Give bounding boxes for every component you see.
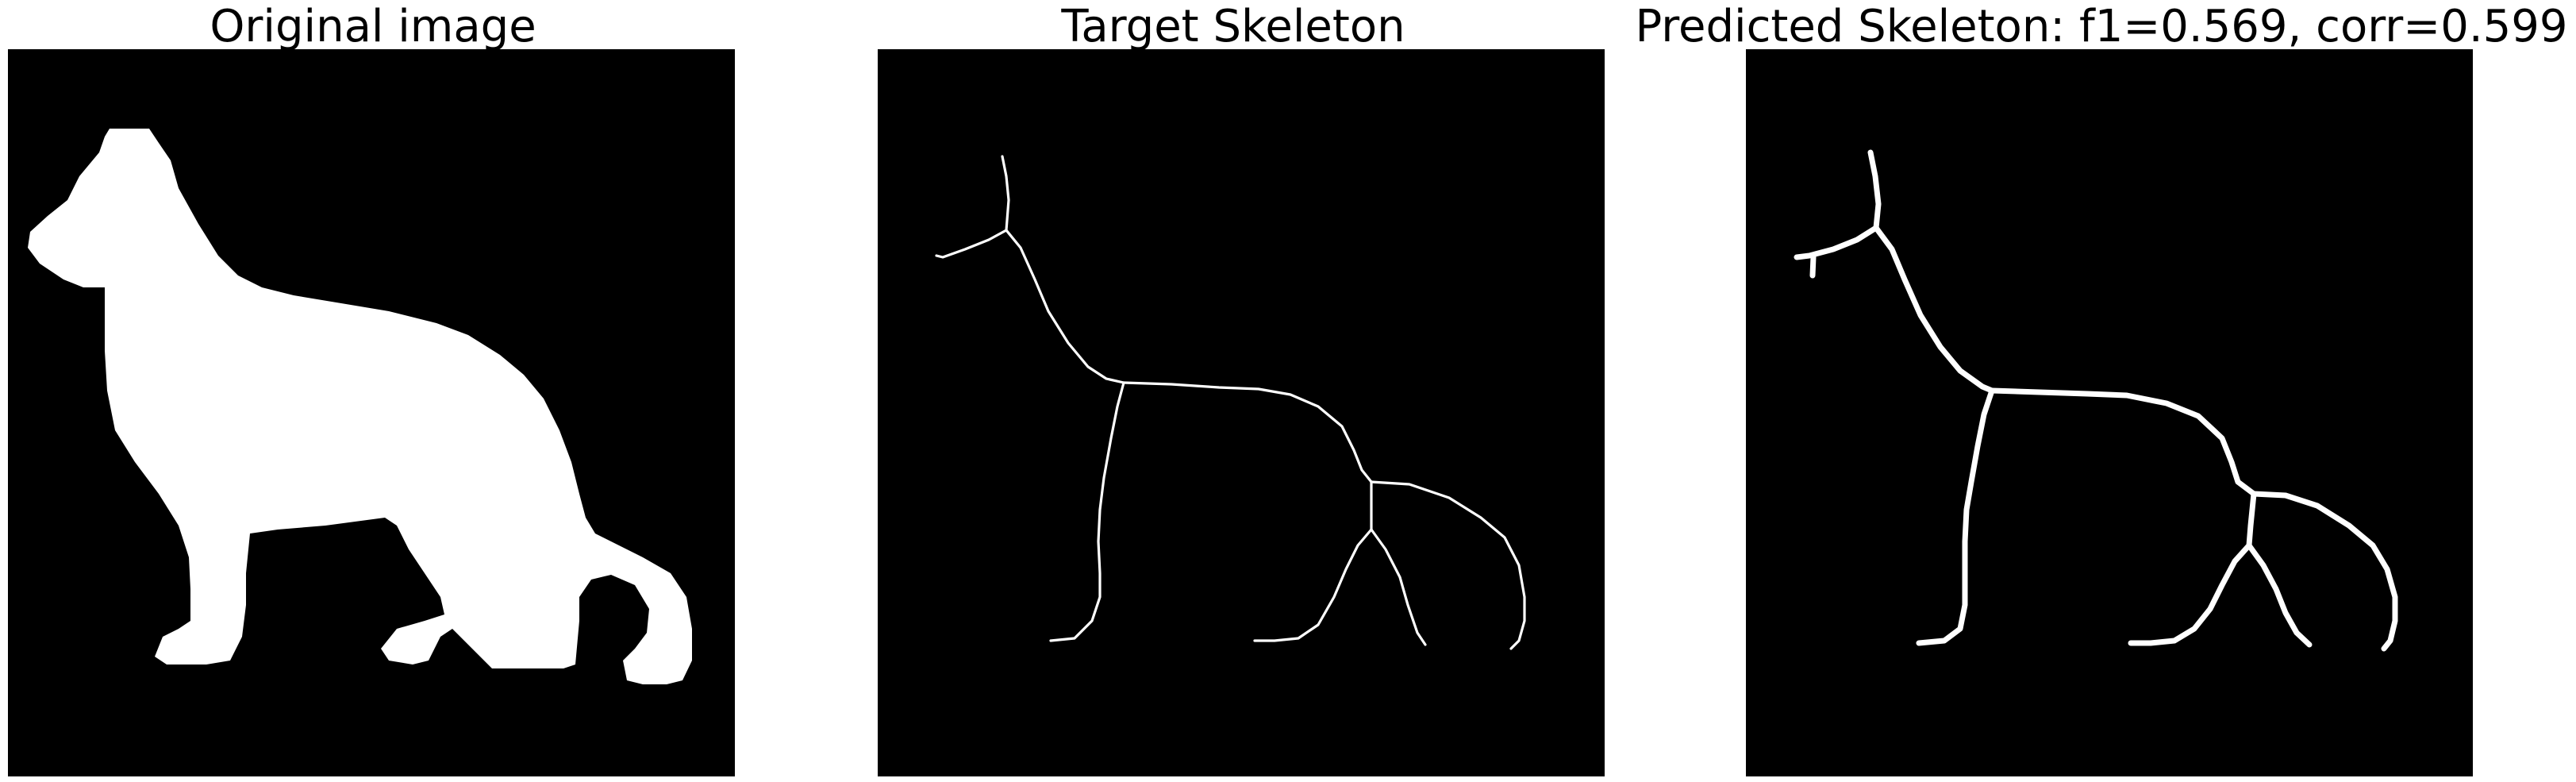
skeleton-front-leg xyxy=(1049,381,1125,642)
predicted-skeleton-image xyxy=(1746,49,2473,776)
target-skeleton-image xyxy=(878,49,1605,776)
skeleton-ear xyxy=(1001,155,1010,232)
skeleton-hind-leg-1 xyxy=(1253,528,1373,642)
tail-hole xyxy=(591,581,639,653)
image-background xyxy=(1746,49,2473,776)
original-image xyxy=(8,49,735,776)
predicted-back xyxy=(1989,387,2257,497)
target-skeleton-panel xyxy=(878,49,1605,776)
skeleton-back xyxy=(1122,381,1373,483)
skeleton-snout xyxy=(935,229,1008,259)
predicted-skeleton-lines xyxy=(1794,149,2398,652)
skeleton-tail xyxy=(1370,480,1526,650)
predicted-hind-leg-2 xyxy=(2246,542,2313,648)
predicted-neck xyxy=(1873,225,1995,394)
predicted-hind-trunk xyxy=(2246,491,2257,549)
original-image-panel xyxy=(8,49,735,776)
predicted-snout xyxy=(1794,225,1879,260)
skeleton-neck xyxy=(1005,229,1125,384)
image-background xyxy=(878,49,1605,776)
predicted-skeleton-panel xyxy=(1746,49,2473,776)
skeleton-hind-leg-2 xyxy=(1370,528,1427,646)
panel-title-original: Original image xyxy=(210,1,536,52)
target-skeleton-lines xyxy=(935,155,1526,650)
predicted-hind-leg-1 xyxy=(2128,542,2252,646)
dog-silhouette xyxy=(28,129,692,684)
predicted-front-leg xyxy=(1916,387,1995,646)
panel-title-target: Target Skeleton xyxy=(1061,1,1405,52)
predicted-tail xyxy=(2251,491,2398,652)
panel-title-predicted: Predicted Skeleton: f1=0.569, corr=0.599 xyxy=(1635,1,2568,52)
predicted-ear xyxy=(1867,149,1882,231)
